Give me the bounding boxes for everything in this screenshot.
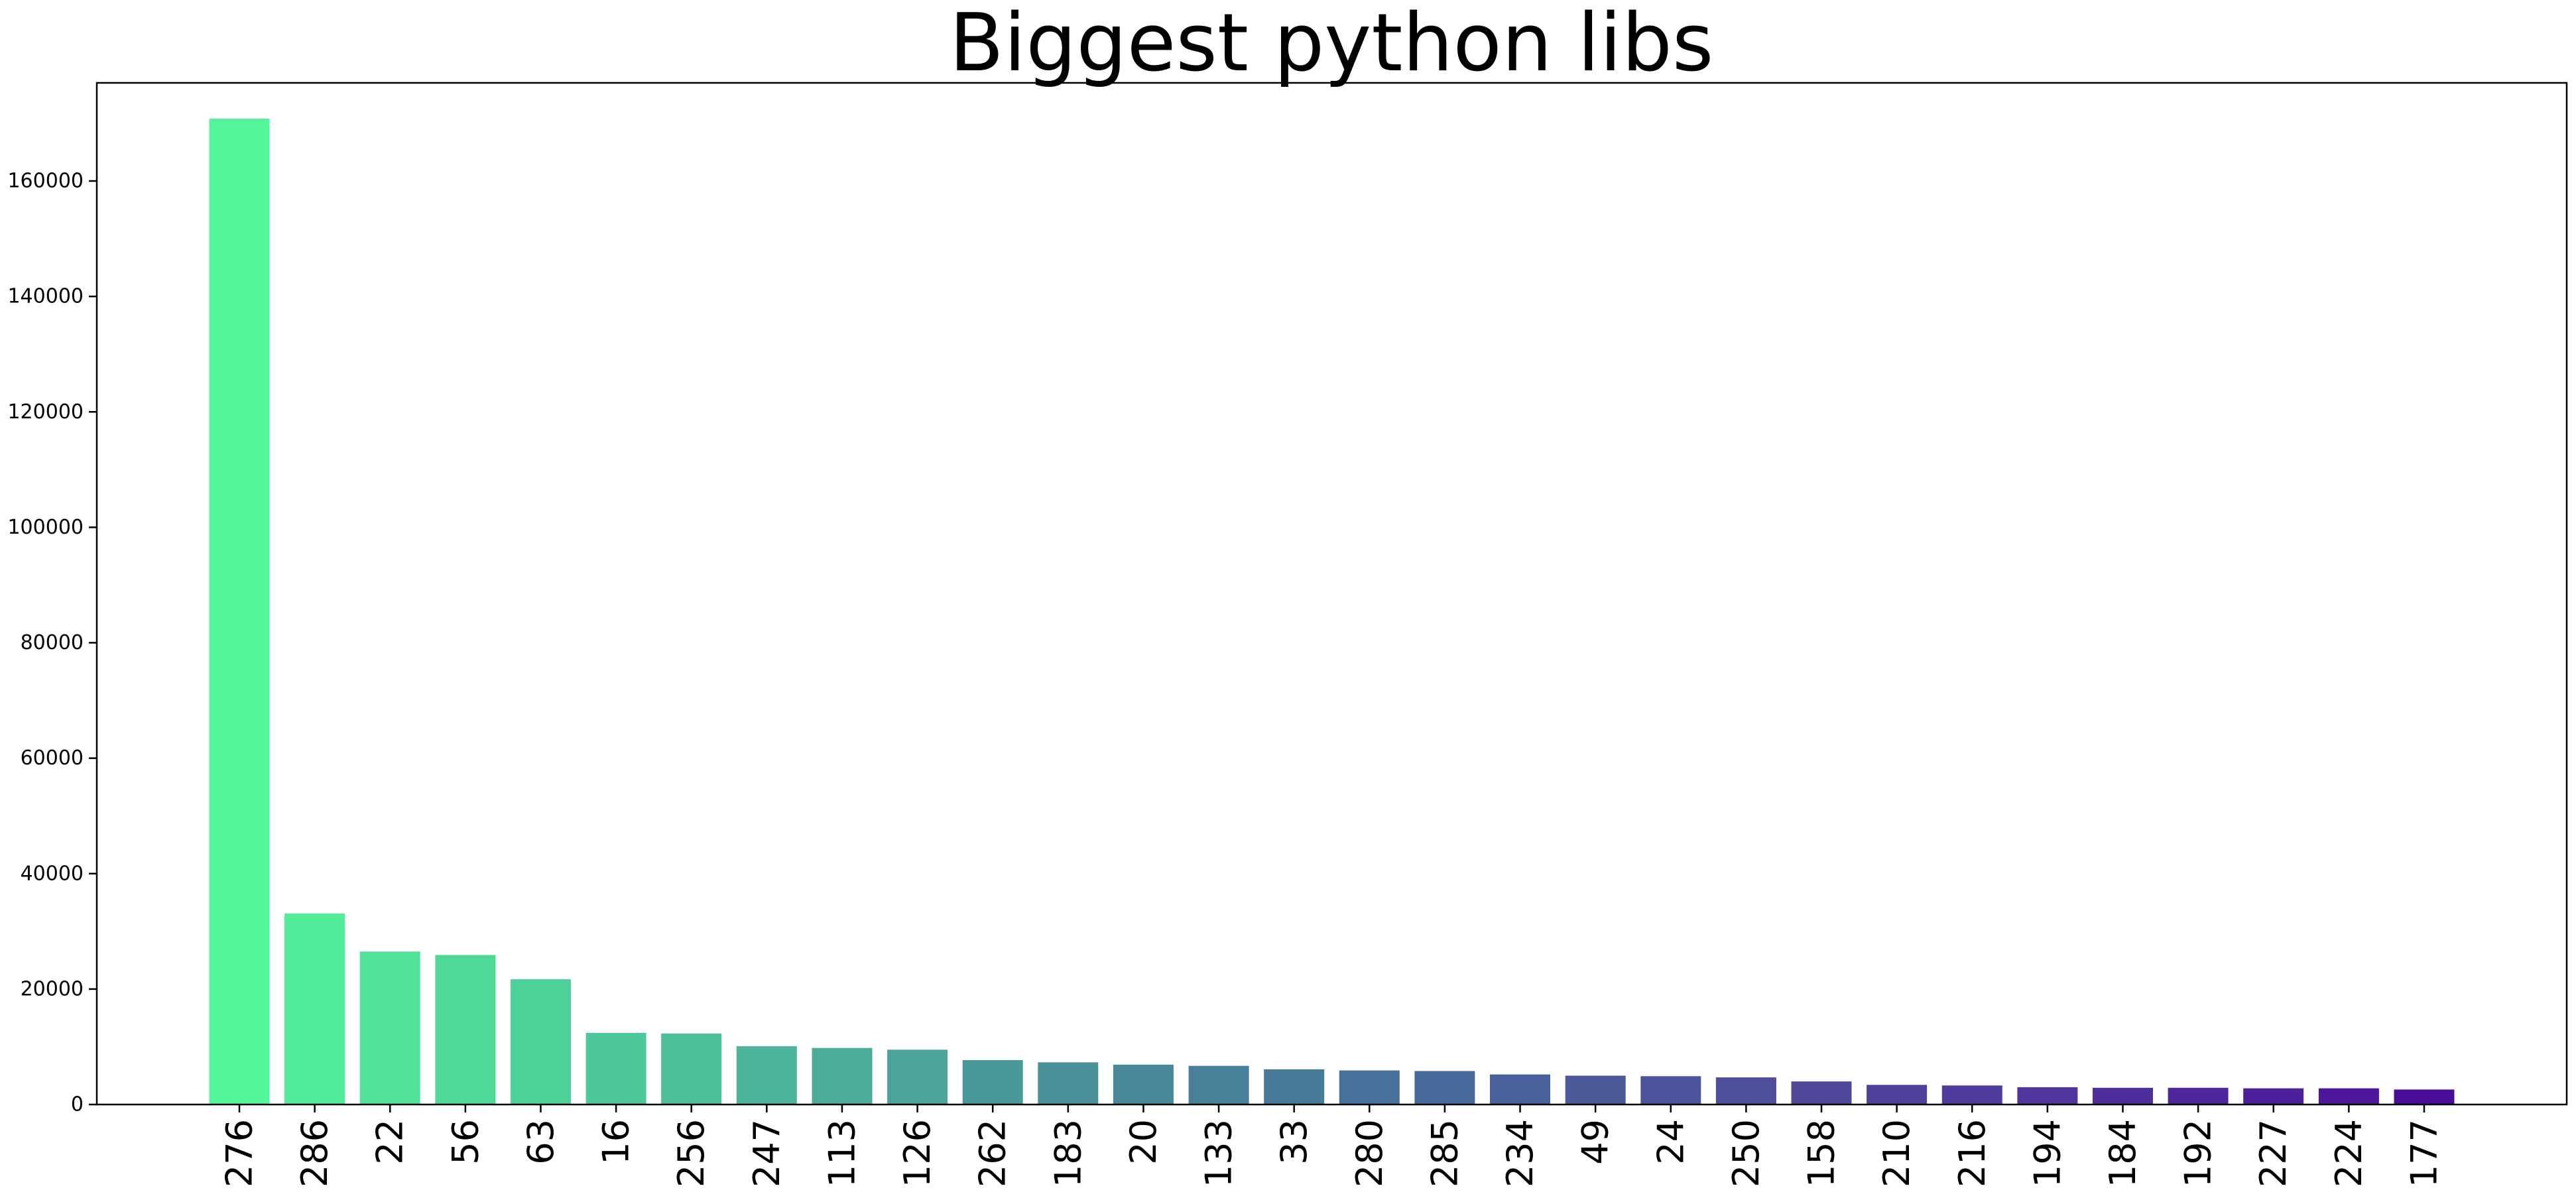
x-tick-label: 286 (294, 1119, 336, 1187)
bars-layer (209, 119, 2455, 1104)
x-tick-label: 276 (219, 1119, 261, 1187)
bar-56 (435, 955, 496, 1104)
x-tick-label: 20 (1123, 1119, 1164, 1165)
y-tick-label: 120000 (7, 400, 84, 424)
x-tick-label: 184 (2102, 1119, 2144, 1187)
bar-184 (2093, 1087, 2153, 1104)
bar-24 (1640, 1076, 1701, 1104)
bar-256 (661, 1033, 722, 1104)
y-tick-label: 140000 (7, 285, 84, 308)
x-tick-label: 285 (1424, 1119, 1465, 1187)
bar-183 (1038, 1062, 1099, 1104)
x-tick-label: 280 (1349, 1119, 1390, 1187)
bar-192 (2168, 1087, 2229, 1104)
bar-276 (209, 119, 270, 1104)
plot-frame (95, 82, 2568, 1106)
x-tick-label: 33 (1273, 1119, 1315, 1165)
y-tick-label: 60000 (21, 746, 84, 770)
bar-262 (962, 1060, 1023, 1104)
bar-22 (359, 951, 420, 1104)
bar-224 (2318, 1088, 2379, 1104)
x-tick-label: 234 (1499, 1119, 1541, 1187)
bar-126 (887, 1049, 948, 1104)
y-tick-label: 80000 (21, 631, 84, 654)
bar-177 (2394, 1089, 2455, 1104)
bar-158 (1791, 1081, 1852, 1104)
bar-247 (736, 1046, 797, 1104)
bar-286 (284, 913, 345, 1104)
x-tick-label: 16 (595, 1119, 637, 1165)
x-tick-label: 56 (444, 1119, 486, 1165)
x-tick-label: 158 (1801, 1119, 1843, 1187)
y-tick-label: 20000 (21, 977, 84, 1000)
bar-280 (1339, 1070, 1400, 1104)
x-tick-label: 63 (520, 1119, 562, 1165)
bar-20 (1113, 1064, 1174, 1104)
bar-16 (585, 1033, 646, 1104)
x-tick-label: 49 (1575, 1119, 1617, 1165)
y-axis: 0 20000 40000 60000 80000 100000 120000 140000 1… (7, 170, 97, 1116)
bar-227 (2243, 1088, 2304, 1104)
x-tick-label: 210 (1876, 1119, 1918, 1187)
x-tick-label: 22 (369, 1119, 411, 1165)
x-tick-label: 126 (896, 1119, 938, 1187)
x-tick-label: 183 (1047, 1119, 1089, 1187)
x-tick-label: 192 (2177, 1119, 2219, 1187)
bar-250 (1715, 1077, 1776, 1104)
x-tick-label: 256 (670, 1119, 712, 1187)
x-axis: 276 286 22 56 63 16 256 247 113 126 262 183 20 133 33 2… (219, 1104, 2445, 1187)
x-tick-label: 194 (2026, 1119, 2068, 1187)
bar-63 (511, 979, 571, 1104)
x-tick-label: 177 (2403, 1119, 2445, 1187)
bar-33 (1264, 1069, 1325, 1104)
bar-210 (1867, 1085, 1928, 1104)
bar-216 (1941, 1085, 2002, 1104)
x-tick-label: 227 (2252, 1119, 2294, 1187)
x-tick-label: 133 (1198, 1119, 1240, 1187)
chart-title: Biggest python libs (950, 0, 1714, 90)
bar-194 (2017, 1087, 2078, 1104)
y-tick-label: 40000 (21, 862, 84, 885)
bar-113 (812, 1047, 873, 1104)
bar-49 (1565, 1075, 1626, 1104)
bar-133 (1188, 1065, 1249, 1104)
y-tick-label: 0 (71, 1093, 84, 1116)
x-tick-label: 247 (746, 1119, 788, 1187)
x-tick-label: 262 (972, 1119, 1014, 1187)
x-tick-label: 113 (821, 1119, 863, 1187)
x-tick-label: 24 (1650, 1119, 1691, 1165)
x-tick-label: 216 (1951, 1119, 1993, 1187)
x-tick-label: 224 (2328, 1119, 2370, 1187)
x-tick-label: 250 (1725, 1119, 1767, 1187)
bar-285 (1414, 1071, 1475, 1104)
y-tick-label: 100000 (7, 516, 84, 539)
y-tick-label: 160000 (7, 170, 84, 193)
bar-234 (1490, 1074, 1550, 1104)
